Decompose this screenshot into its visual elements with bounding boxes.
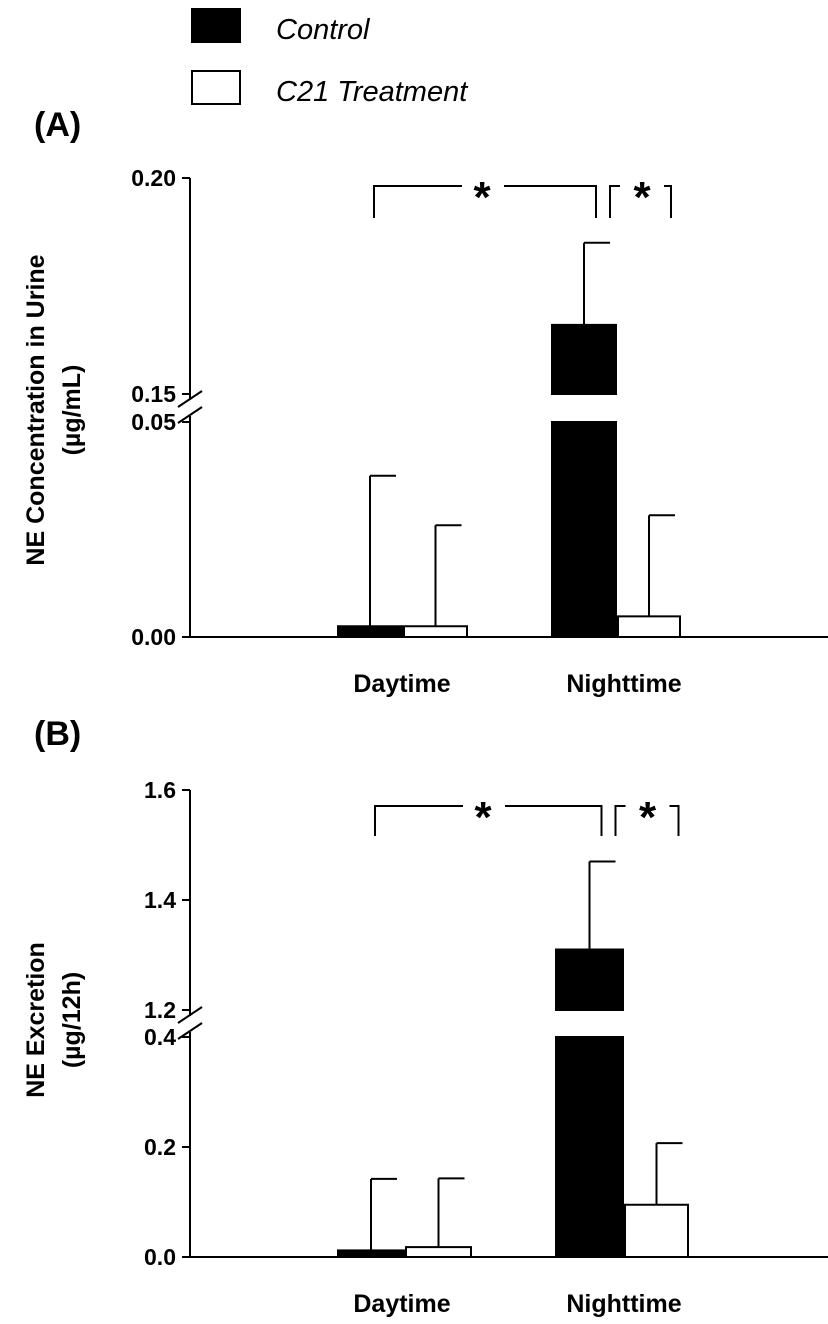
significance-bracket	[374, 805, 603, 836]
bar-control-nighttime	[555, 948, 624, 1258]
bar-c21-nighttime	[617, 615, 681, 638]
x-category-label-nighttime-b: Nighttime	[566, 1290, 681, 1318]
panel-label-b: (B)	[34, 715, 81, 753]
significance-star: *	[473, 173, 491, 222]
y-tick-label: 0.20	[131, 165, 176, 191]
y-tick-label: 0.4	[144, 1024, 176, 1050]
x-category-label-daytime-a: Daytime	[353, 670, 450, 698]
y-tick-label: 1.2	[144, 997, 176, 1023]
y-tick-label: 0.05	[131, 409, 176, 435]
bar-break-gap	[554, 1011, 625, 1036]
axis-break-mark	[177, 390, 203, 408]
legend: Control C21 Treatment	[191, 8, 469, 108]
significance-star: *	[639, 793, 657, 842]
y-tick-label: 0.00	[131, 624, 176, 650]
panel-b: (B) NE Excretion (µg/12h) 1.6 1.4 1.20.4 0.…	[22, 715, 828, 1318]
legend-label-control: Control	[276, 14, 371, 46]
bar-c21-daytime	[405, 1246, 472, 1258]
legend-label-c21: C21 Treatment	[276, 76, 469, 108]
x-category-label-nighttime-a: Nighttime	[566, 670, 681, 698]
y-axis-label-a-line2: (µg/mL)	[58, 365, 86, 456]
significance-bracket	[609, 185, 672, 218]
y-axis-label-b-line2: (µg/12h)	[58, 972, 86, 1068]
y-axis-label-b-line1: NE Excretion	[22, 942, 50, 1098]
bar-control-daytime	[337, 1249, 405, 1259]
y-tick-label: 0.15	[131, 381, 176, 407]
bar-control-daytime	[337, 625, 403, 638]
significance-star: *	[474, 793, 492, 842]
y-axis-label-a-line1: NE Concentration in Urine	[22, 254, 50, 565]
bar-break-gap	[550, 395, 618, 421]
y-tick-label: 0.0	[144, 1244, 176, 1270]
axis-break-mark	[177, 406, 203, 424]
panel-label-a: (A)	[34, 106, 81, 144]
bar-c21-nighttime	[624, 1203, 689, 1258]
legend-swatch-control	[191, 8, 241, 43]
panel-a: (A) NE Concentration in Urine (µg/mL) 0.…	[22, 106, 828, 698]
axis-break-mark	[177, 1006, 203, 1024]
significance-bracket	[614, 805, 680, 836]
y-tick-label: 0.2	[144, 1134, 176, 1160]
x-category-label-daytime-b: Daytime	[353, 1290, 450, 1318]
bar-c21-daytime	[403, 625, 468, 638]
y-tick-label: 1.4	[144, 887, 176, 913]
significance-star: *	[633, 173, 651, 222]
legend-swatch-c21	[191, 70, 241, 105]
y-tick-label: 1.6	[144, 777, 176, 803]
bar-control-nighttime	[551, 323, 617, 638]
significance-bracket	[373, 185, 597, 218]
